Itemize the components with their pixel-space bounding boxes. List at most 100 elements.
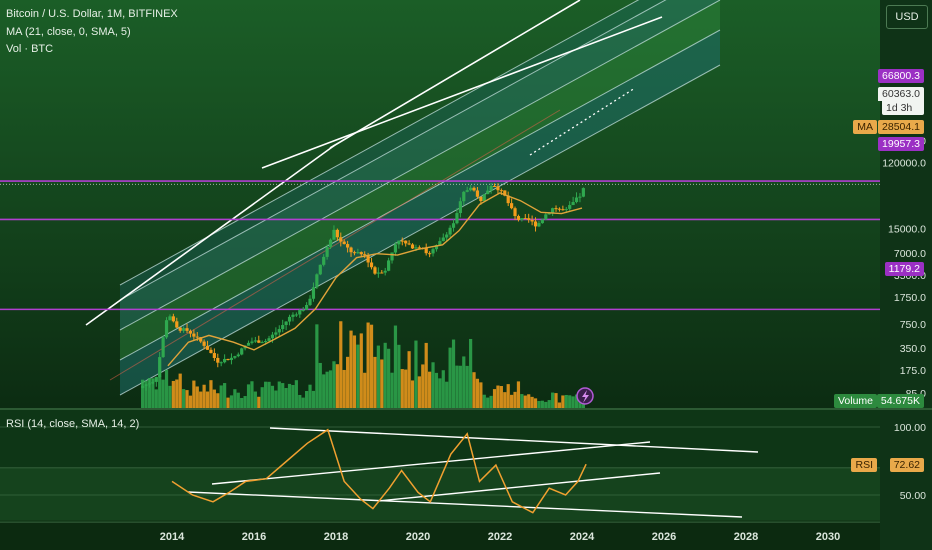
level-label-19957[interactable]: 19957.3: [878, 137, 924, 151]
volume-bar: [236, 392, 240, 408]
regression-channel[interactable]: [109, 0, 721, 396]
volume-bars: [141, 321, 585, 408]
candle: [175, 321, 179, 328]
candle: [294, 314, 298, 316]
trendlines[interactable]: [85, 0, 663, 326]
ma-value-label: 28504.1: [878, 120, 924, 134]
trendline[interactable]: [261, 16, 663, 169]
currency-button[interactable]: USD: [886, 5, 928, 29]
symbol-title[interactable]: Bitcoin / U.S. Dollar, 1M, BITFINEX: [6, 8, 178, 20]
volume-bar: [209, 380, 213, 408]
volume-bar: [537, 400, 541, 408]
lightning-icon[interactable]: [576, 387, 594, 405]
volume-tag: Volume: [833, 394, 877, 408]
volume-bar: [287, 383, 292, 408]
rsi-legend[interactable]: RSI (14, close, SMA, 14, 2): [6, 418, 140, 430]
trendline[interactable]: [85, 144, 336, 326]
candles: [141, 182, 585, 391]
channel-line: [119, 29, 721, 361]
price-tick-label: 350.0: [900, 343, 926, 355]
rsi-trendline[interactable]: [187, 491, 743, 518]
volume-bar: [530, 396, 534, 408]
volume-bar: [438, 378, 442, 408]
level-label-66800[interactable]: 66800.3: [878, 69, 924, 83]
volume-bar: [383, 342, 387, 408]
rsi-trendline[interactable]: [269, 427, 759, 453]
rsi-pane-background: [0, 410, 880, 520]
candle: [489, 185, 493, 191]
candle: [376, 272, 380, 274]
volume-bar: [373, 356, 377, 408]
volume-bar: [195, 386, 199, 408]
candle: [219, 362, 223, 364]
volume-bar: [393, 325, 398, 408]
volume-bar: [568, 395, 572, 408]
volume-bar: [455, 365, 459, 408]
price-tick-label: 15000.0: [888, 224, 926, 236]
volume-bar: [540, 400, 544, 408]
time-tick-label: 2020: [406, 531, 430, 543]
candle: [424, 247, 428, 254]
volume-bar: [182, 389, 186, 408]
volume-bar: [475, 378, 480, 408]
volume-bar: [479, 382, 483, 408]
volume-bar: [356, 344, 360, 408]
time-tick-label: 2028: [734, 531, 758, 543]
candle: [151, 381, 155, 384]
volume-bar: [407, 351, 411, 408]
candle: [284, 321, 288, 326]
candle: [141, 386, 145, 388]
volume-bar: [513, 391, 517, 408]
candle: [540, 219, 544, 224]
price-label: 60363.0: [878, 87, 924, 101]
volume-bar: [380, 359, 384, 408]
candle: [298, 310, 302, 315]
horizontal-levels[interactable]: [0, 180, 880, 311]
volume-bar: [390, 372, 394, 408]
time-tick-label: 2018: [324, 531, 348, 543]
ma-legend[interactable]: MA (21, close, 0, SMA, 5): [6, 26, 131, 38]
price-tick-label: 750.0: [900, 319, 926, 331]
candle: [277, 329, 281, 333]
level-label-1179[interactable]: 1179.2: [884, 262, 924, 276]
candle: [479, 196, 483, 202]
trendline[interactable]: [529, 87, 636, 156]
candle: [441, 237, 445, 242]
rsi-trendline[interactable]: [377, 472, 661, 502]
volume-bar: [428, 371, 432, 408]
candle: [431, 249, 435, 254]
volume-bar: [421, 364, 425, 408]
volume-bar: [465, 365, 469, 408]
candle: [363, 254, 367, 256]
volume-bar: [141, 379, 145, 408]
candle: [164, 320, 169, 338]
candle: [557, 208, 562, 210]
rsi-trendline[interactable]: [211, 441, 651, 485]
candle: [216, 357, 220, 363]
candle: [209, 349, 213, 354]
channel-line: [119, 0, 721, 331]
volume-bar: [301, 397, 305, 408]
volume-bar: [448, 347, 452, 408]
rsi-tag: RSI: [851, 458, 877, 472]
candle: [339, 237, 343, 242]
volume-bar: [574, 394, 579, 408]
candle: [506, 195, 510, 204]
volume-legend[interactable]: Vol · BTC: [6, 43, 54, 55]
volume-bar: [257, 396, 261, 408]
time-axis-background: [0, 520, 880, 550]
candle: [188, 330, 193, 334]
volume-bar: [199, 391, 203, 408]
volume-bar: [492, 389, 497, 408]
channel-median-line: [109, 109, 561, 381]
candle: [510, 203, 514, 209]
candle: [318, 264, 322, 275]
trendline[interactable]: [329, 0, 581, 149]
candle: [369, 262, 374, 268]
volume-value-label: 54.675K: [876, 394, 924, 408]
candle: [335, 229, 339, 238]
volume-bar: [147, 378, 152, 408]
volume-bar: [226, 397, 230, 408]
candle: [199, 337, 203, 342]
